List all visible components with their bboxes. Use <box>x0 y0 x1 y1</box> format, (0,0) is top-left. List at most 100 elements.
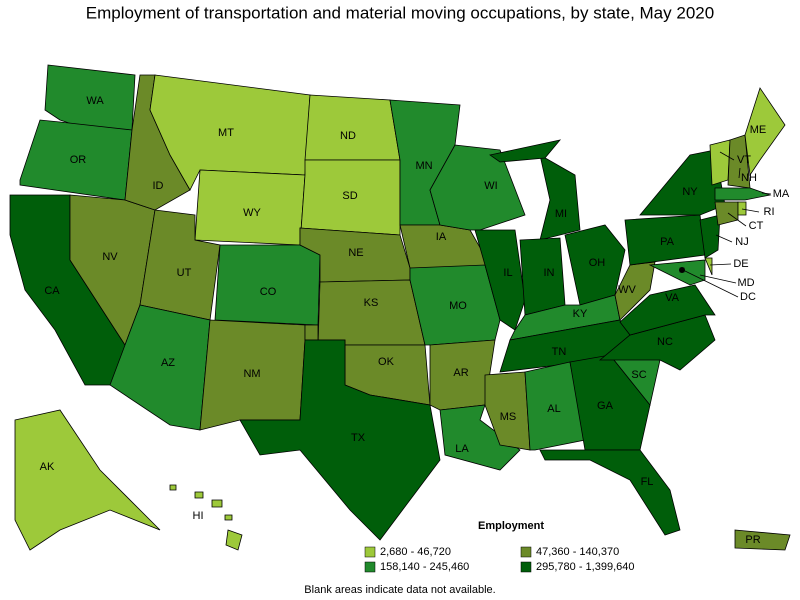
legend-label: 47,360 - 140,370 <box>536 546 619 558</box>
leader-line <box>699 274 737 284</box>
leader-line <box>682 269 739 298</box>
state-shape <box>714 201 739 226</box>
state-label: IN <box>544 267 555 279</box>
state-label: MI <box>555 208 567 220</box>
state-label: DC <box>740 291 756 303</box>
state-label: NE <box>348 247 363 259</box>
state-label: KS <box>364 297 379 309</box>
state-shape <box>539 154 581 241</box>
state-label: NM <box>243 368 260 380</box>
dc-dot <box>679 267 685 273</box>
state-shape <box>224 514 233 521</box>
state-shape <box>539 449 681 536</box>
state-shape <box>709 139 731 186</box>
leader-line <box>761 192 772 195</box>
state-label: FL <box>641 476 654 488</box>
states <box>9 64 791 551</box>
state-shape <box>214 244 321 326</box>
state-shape <box>714 187 772 201</box>
state-label: MS <box>500 411 517 423</box>
state-label: OH <box>589 257 606 269</box>
state-label: DE <box>733 258 748 270</box>
legend-swatch <box>520 561 532 573</box>
state-label: PR <box>745 534 760 546</box>
state-labels: WA OR CA NV ID MT WY UT CO AZ NM ND SD NE KS OK TX MN IA MO… <box>40 95 790 546</box>
state-label: OR <box>70 154 87 166</box>
state-label: TN <box>552 346 567 358</box>
state-label: MD <box>737 277 754 289</box>
state-label: ND <box>340 130 356 142</box>
state-shape <box>744 87 786 177</box>
leader-line <box>715 234 733 243</box>
state-shape <box>194 491 204 499</box>
state-shape <box>704 257 713 276</box>
state-label: TX <box>351 432 366 444</box>
state-label: ME <box>750 124 767 136</box>
state-label: NV <box>102 251 118 263</box>
state-label: SC <box>631 369 646 381</box>
state-label: VT <box>737 154 751 166</box>
footnote: Blank areas indicate data not available. <box>304 584 495 596</box>
state-shape <box>14 409 161 551</box>
state-label: RI <box>764 206 775 218</box>
legend-swatch <box>520 546 532 558</box>
state-label: AK <box>40 461 55 473</box>
state-shape <box>614 261 656 321</box>
state-label: WY <box>243 207 261 219</box>
state-label: WI <box>484 180 497 192</box>
legend: 2,680 - 46,720 47,360 - 140,370 158,140 - … <box>364 546 634 573</box>
legend-label: 158,140 - 245,460 <box>380 561 469 573</box>
state-label: IL <box>503 267 512 279</box>
state-shape <box>484 371 531 451</box>
state-label: NJ <box>735 236 748 248</box>
state-label: SD <box>342 190 357 202</box>
leader-line <box>741 208 760 213</box>
state-label: CA <box>44 285 60 297</box>
state-label: KY <box>573 308 588 320</box>
state-shape <box>737 201 747 216</box>
leader-line <box>719 151 735 161</box>
state-shape <box>699 214 721 259</box>
state-label: OK <box>378 356 395 368</box>
map-title: Employment of transportation and materia… <box>86 3 714 22</box>
state-shape <box>169 484 177 491</box>
state-label: AL <box>547 403 560 415</box>
state-label: VA <box>665 292 680 304</box>
state-label: NC <box>657 336 673 348</box>
state-shape <box>239 339 441 541</box>
state-shape <box>648 259 706 286</box>
state-label: NH <box>741 172 757 184</box>
state-shape <box>734 529 791 551</box>
state-label: AR <box>453 367 468 379</box>
state-label: CT <box>749 220 764 232</box>
state-label: PA <box>660 236 675 248</box>
state-shape <box>519 237 566 316</box>
state-shape <box>489 139 562 163</box>
state-label: GA <box>597 400 614 412</box>
state-label: MN <box>415 160 432 172</box>
legend-title: Employment <box>478 520 544 532</box>
legend-label: 295,780 - 1,399,640 <box>536 561 634 573</box>
state-label: LA <box>455 443 469 455</box>
state-shape <box>211 499 223 508</box>
state-label: NY <box>682 186 698 198</box>
state-label: HI <box>193 510 204 522</box>
leader-line <box>709 263 732 266</box>
state-shape <box>225 529 243 551</box>
state-label: UT <box>177 267 192 279</box>
state-label: ID <box>153 180 164 192</box>
state-label: WV <box>618 284 636 296</box>
legend-label: 2,680 - 46,720 <box>380 546 451 558</box>
state-shape <box>619 284 716 336</box>
state-label: CO <box>260 286 277 298</box>
state-shape <box>304 94 401 161</box>
state-label: MA <box>773 188 790 200</box>
state-label: AZ <box>161 357 175 369</box>
leader-line <box>727 212 747 227</box>
state-label: IA <box>436 231 447 243</box>
state-shape <box>524 361 586 451</box>
state-label: MT <box>218 127 234 139</box>
state-label: WA <box>86 95 104 107</box>
state-shape <box>564 224 626 306</box>
